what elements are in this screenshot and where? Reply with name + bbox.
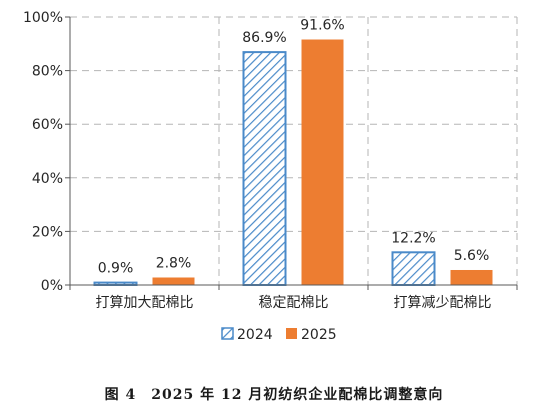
x-tick-label: 打算减少配棉比 <box>394 294 492 311</box>
data-label: 5.6% <box>454 248 490 264</box>
data-label: 2.8% <box>156 255 192 271</box>
x-tick-label: 打算加大配棉比 <box>96 294 194 311</box>
x-tick-label: 稳定配棉比 <box>259 294 329 311</box>
legend-label: 2024 <box>237 327 273 343</box>
axes: 0% 20% 40% 60% 80% 100% 打算加大配棉比 稳定配棉比 打算减少配棉比 <box>23 10 518 311</box>
bar-2024 <box>391 251 436 286</box>
data-label: 91.6% <box>300 18 344 34</box>
bar-2025 <box>301 39 344 286</box>
y-tick-label: 0% <box>41 278 63 294</box>
legend-swatch <box>221 327 234 340</box>
legend-swatch <box>286 328 297 339</box>
bar-2025 <box>450 269 493 285</box>
bars <box>93 39 493 287</box>
y-tick-label: 20% <box>32 224 63 240</box>
data-label: 12.2% <box>391 230 435 246</box>
y-tick-label: 80% <box>32 64 63 80</box>
bar-2024 <box>242 51 287 286</box>
legend-label: 2025 <box>301 327 337 343</box>
bar-2025 <box>152 277 195 285</box>
data-label: 0.9% <box>98 261 134 277</box>
y-tick-label: 100% <box>23 10 63 26</box>
y-tick-label: 60% <box>32 117 63 133</box>
data-label: 86.9% <box>242 30 286 46</box>
grid-lines <box>70 16 518 285</box>
y-tick-label: 40% <box>32 171 63 187</box>
data-labels: 0.9% 86.9% 12.2% 2.8% 91.6% 5.6% <box>98 18 490 277</box>
legend: 2024 2025 <box>221 327 337 343</box>
figure-caption: 图 4 2025 年 12 月初纺织企业配棉比调整意向 <box>104 387 444 403</box>
